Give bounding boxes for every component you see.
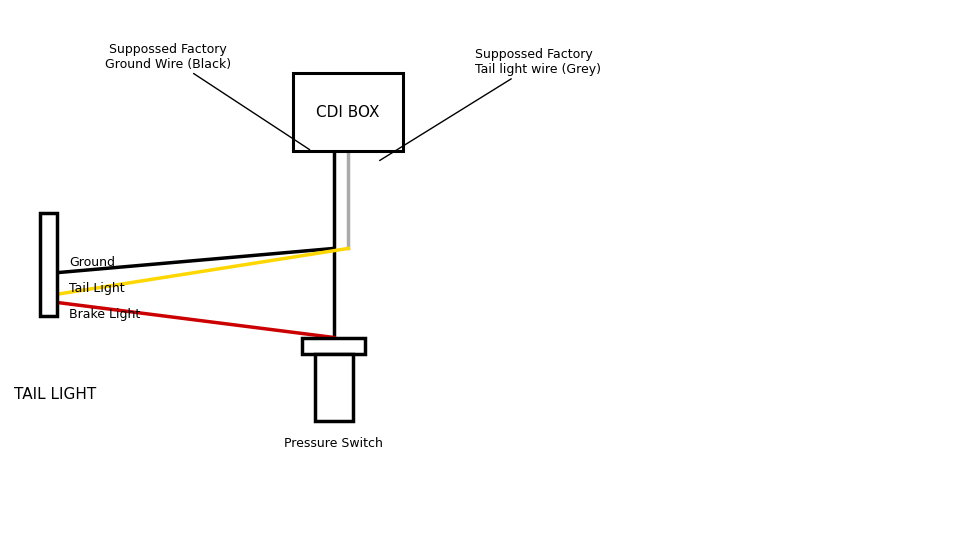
Text: Pressure Switch: Pressure Switch [284,437,383,450]
Text: TAIL LIGHT: TAIL LIGHT [14,387,97,402]
Text: Suppossed Factory
Ground Wire (Black): Suppossed Factory Ground Wire (Black) [105,43,310,150]
Bar [40,213,57,316]
Bar [315,354,353,421]
Text: Suppossed Factory
Tail light wire (Grey): Suppossed Factory Tail light wire (Grey) [379,48,601,160]
Bar [293,73,403,151]
Bar [302,338,365,354]
Text: CDI BOX: CDI BOX [316,105,380,119]
Text: Tail Light: Tail Light [69,282,125,295]
Text: Brake Light: Brake Light [69,308,140,321]
Text: Ground: Ground [69,256,115,269]
